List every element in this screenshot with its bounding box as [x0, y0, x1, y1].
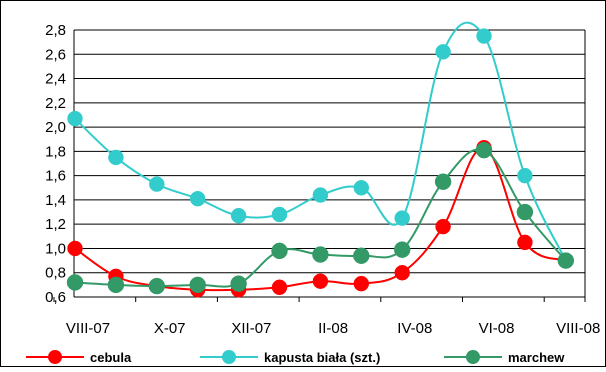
y-tick-label: 2,4 [45, 71, 66, 88]
legend: cebula kapusta biała (szt.) marchew [26, 350, 565, 365]
data-point [353, 247, 370, 264]
data-point [67, 240, 83, 257]
legend-marker [48, 350, 62, 364]
data-point [271, 242, 288, 260]
x-tick-label: X-07 [154, 320, 186, 337]
series-lines [66, 21, 575, 298]
y-tick-label: 1,8 [45, 143, 66, 160]
x-tick-label: II-08 [318, 320, 348, 337]
data-point [67, 110, 83, 127]
y-tick-label: 1,2 [45, 216, 66, 233]
data-point [516, 203, 534, 221]
y-tick-label: 0,6 [45, 289, 66, 306]
series-2 [66, 141, 575, 295]
axes: 0,6 0,8 1,0 1,2 1,4 1,6 1,8 2,0 2,2 2,4 2,6 2,8 VIII… [45, 22, 600, 337]
data-point [189, 190, 206, 207]
data-point [435, 218, 451, 235]
data-point [271, 279, 288, 296]
y-tick-label: 1,0 [45, 240, 66, 257]
data-point [517, 167, 533, 184]
y-tick-label: 2,6 [45, 46, 66, 63]
legend-label: cebula [90, 350, 132, 365]
data-point [557, 252, 575, 269]
data-point [517, 234, 533, 251]
x-tick-label: XII-07 [231, 320, 271, 337]
data-point [312, 246, 329, 263]
legend-item: cebula [26, 350, 132, 365]
data-point [476, 28, 492, 44]
data-point [149, 176, 165, 192]
data-point [107, 276, 125, 294]
legend-marker [222, 350, 236, 364]
y-tick-label: 2,0 [45, 119, 66, 136]
legend-label: kapusta biała (szt.) [264, 350, 380, 365]
legend-item: kapusta biała (szt.) [200, 350, 380, 365]
legend-label: marchew [508, 350, 565, 365]
data-point [394, 264, 410, 281]
data-point [434, 173, 452, 190]
data-point [189, 276, 206, 294]
x-tick-label: VIII-07 [66, 320, 110, 337]
y-tick-label: 1,4 [45, 192, 66, 209]
gridlines [74, 29, 585, 274]
data-point [475, 141, 493, 159]
data-point [393, 241, 411, 258]
data-point [271, 206, 288, 223]
data-point [230, 275, 247, 292]
data-point [435, 44, 451, 60]
data-point [312, 273, 329, 289]
data-point [148, 277, 166, 295]
x-tick-label: VI-08 [479, 320, 515, 337]
data-point [230, 207, 247, 224]
x-tick-label: VIII-08 [556, 320, 600, 337]
y-tick-label: 2,2 [45, 95, 66, 112]
y-tick-label: 0,8 [45, 265, 66, 282]
data-point [353, 275, 370, 292]
legend-item: marchew [444, 350, 565, 365]
y-tick-label: 1,6 [45, 168, 66, 185]
data-point [394, 210, 410, 226]
data-point [312, 187, 329, 203]
data-point [66, 274, 84, 291]
legend-marker [466, 350, 480, 364]
data-point [353, 180, 370, 196]
y-tick-label: 2,8 [45, 22, 66, 39]
data-point [108, 149, 124, 166]
x-tick-label: IV-08 [397, 320, 432, 337]
